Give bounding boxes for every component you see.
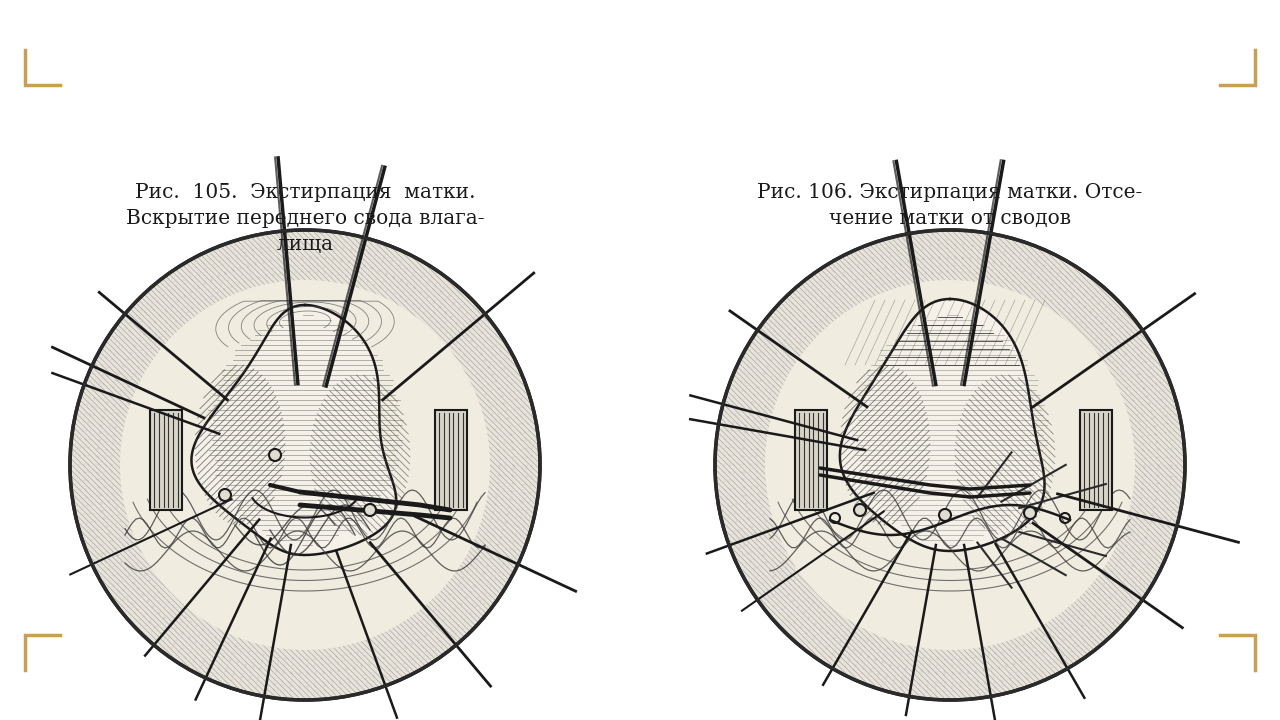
FancyBboxPatch shape [150, 410, 182, 510]
FancyBboxPatch shape [435, 410, 467, 510]
Text: Рис. 106. Экстирпация матки. Отсе-: Рис. 106. Экстирпация матки. Отсе- [758, 183, 1143, 202]
Circle shape [269, 449, 282, 461]
Circle shape [1024, 507, 1036, 519]
Circle shape [219, 489, 230, 501]
Text: Рис.  105.  Экстирпация  матки.: Рис. 105. Экстирпация матки. [134, 183, 475, 202]
Circle shape [70, 230, 540, 700]
Circle shape [940, 509, 951, 521]
Text: Вскрытие переднего свода влага-: Вскрытие переднего свода влага- [125, 209, 484, 228]
Polygon shape [840, 299, 1044, 551]
FancyBboxPatch shape [1080, 410, 1112, 510]
Circle shape [120, 280, 490, 650]
Text: чение матки от сводов: чение матки от сводов [829, 209, 1071, 228]
Circle shape [716, 230, 1185, 700]
Text: лища: лища [276, 235, 334, 254]
Circle shape [364, 504, 376, 516]
FancyBboxPatch shape [795, 410, 827, 510]
Circle shape [765, 280, 1135, 650]
Circle shape [854, 504, 867, 516]
Polygon shape [192, 305, 397, 555]
